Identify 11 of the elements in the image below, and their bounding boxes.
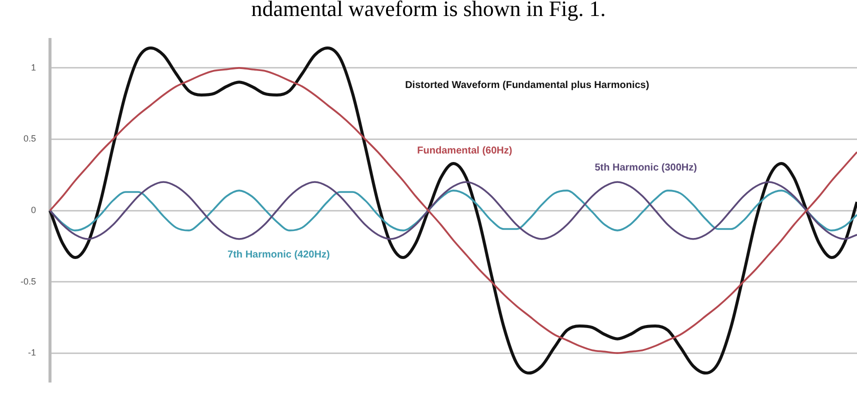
y-tick-label: 1 [30,62,36,72]
text: Distorted Waveform (Fundamental plus Harmonics) [405,80,650,91]
text: ndamental waveform is shown in Fig. 1. [251,0,606,21]
series-label: 5th Harmonic (300Hz) [594,162,697,174]
text: 7th Harmonic (420Hz) [228,249,330,260]
y-tick-label: 0 [30,204,36,215]
line-series [49,181,857,240]
y-tick-label: 0.5 [23,134,36,144]
text: Fundamental (60Hz) [417,145,512,156]
y-tick-label: -1 [28,348,36,358]
y-tick-label: -0.5 [20,276,36,286]
